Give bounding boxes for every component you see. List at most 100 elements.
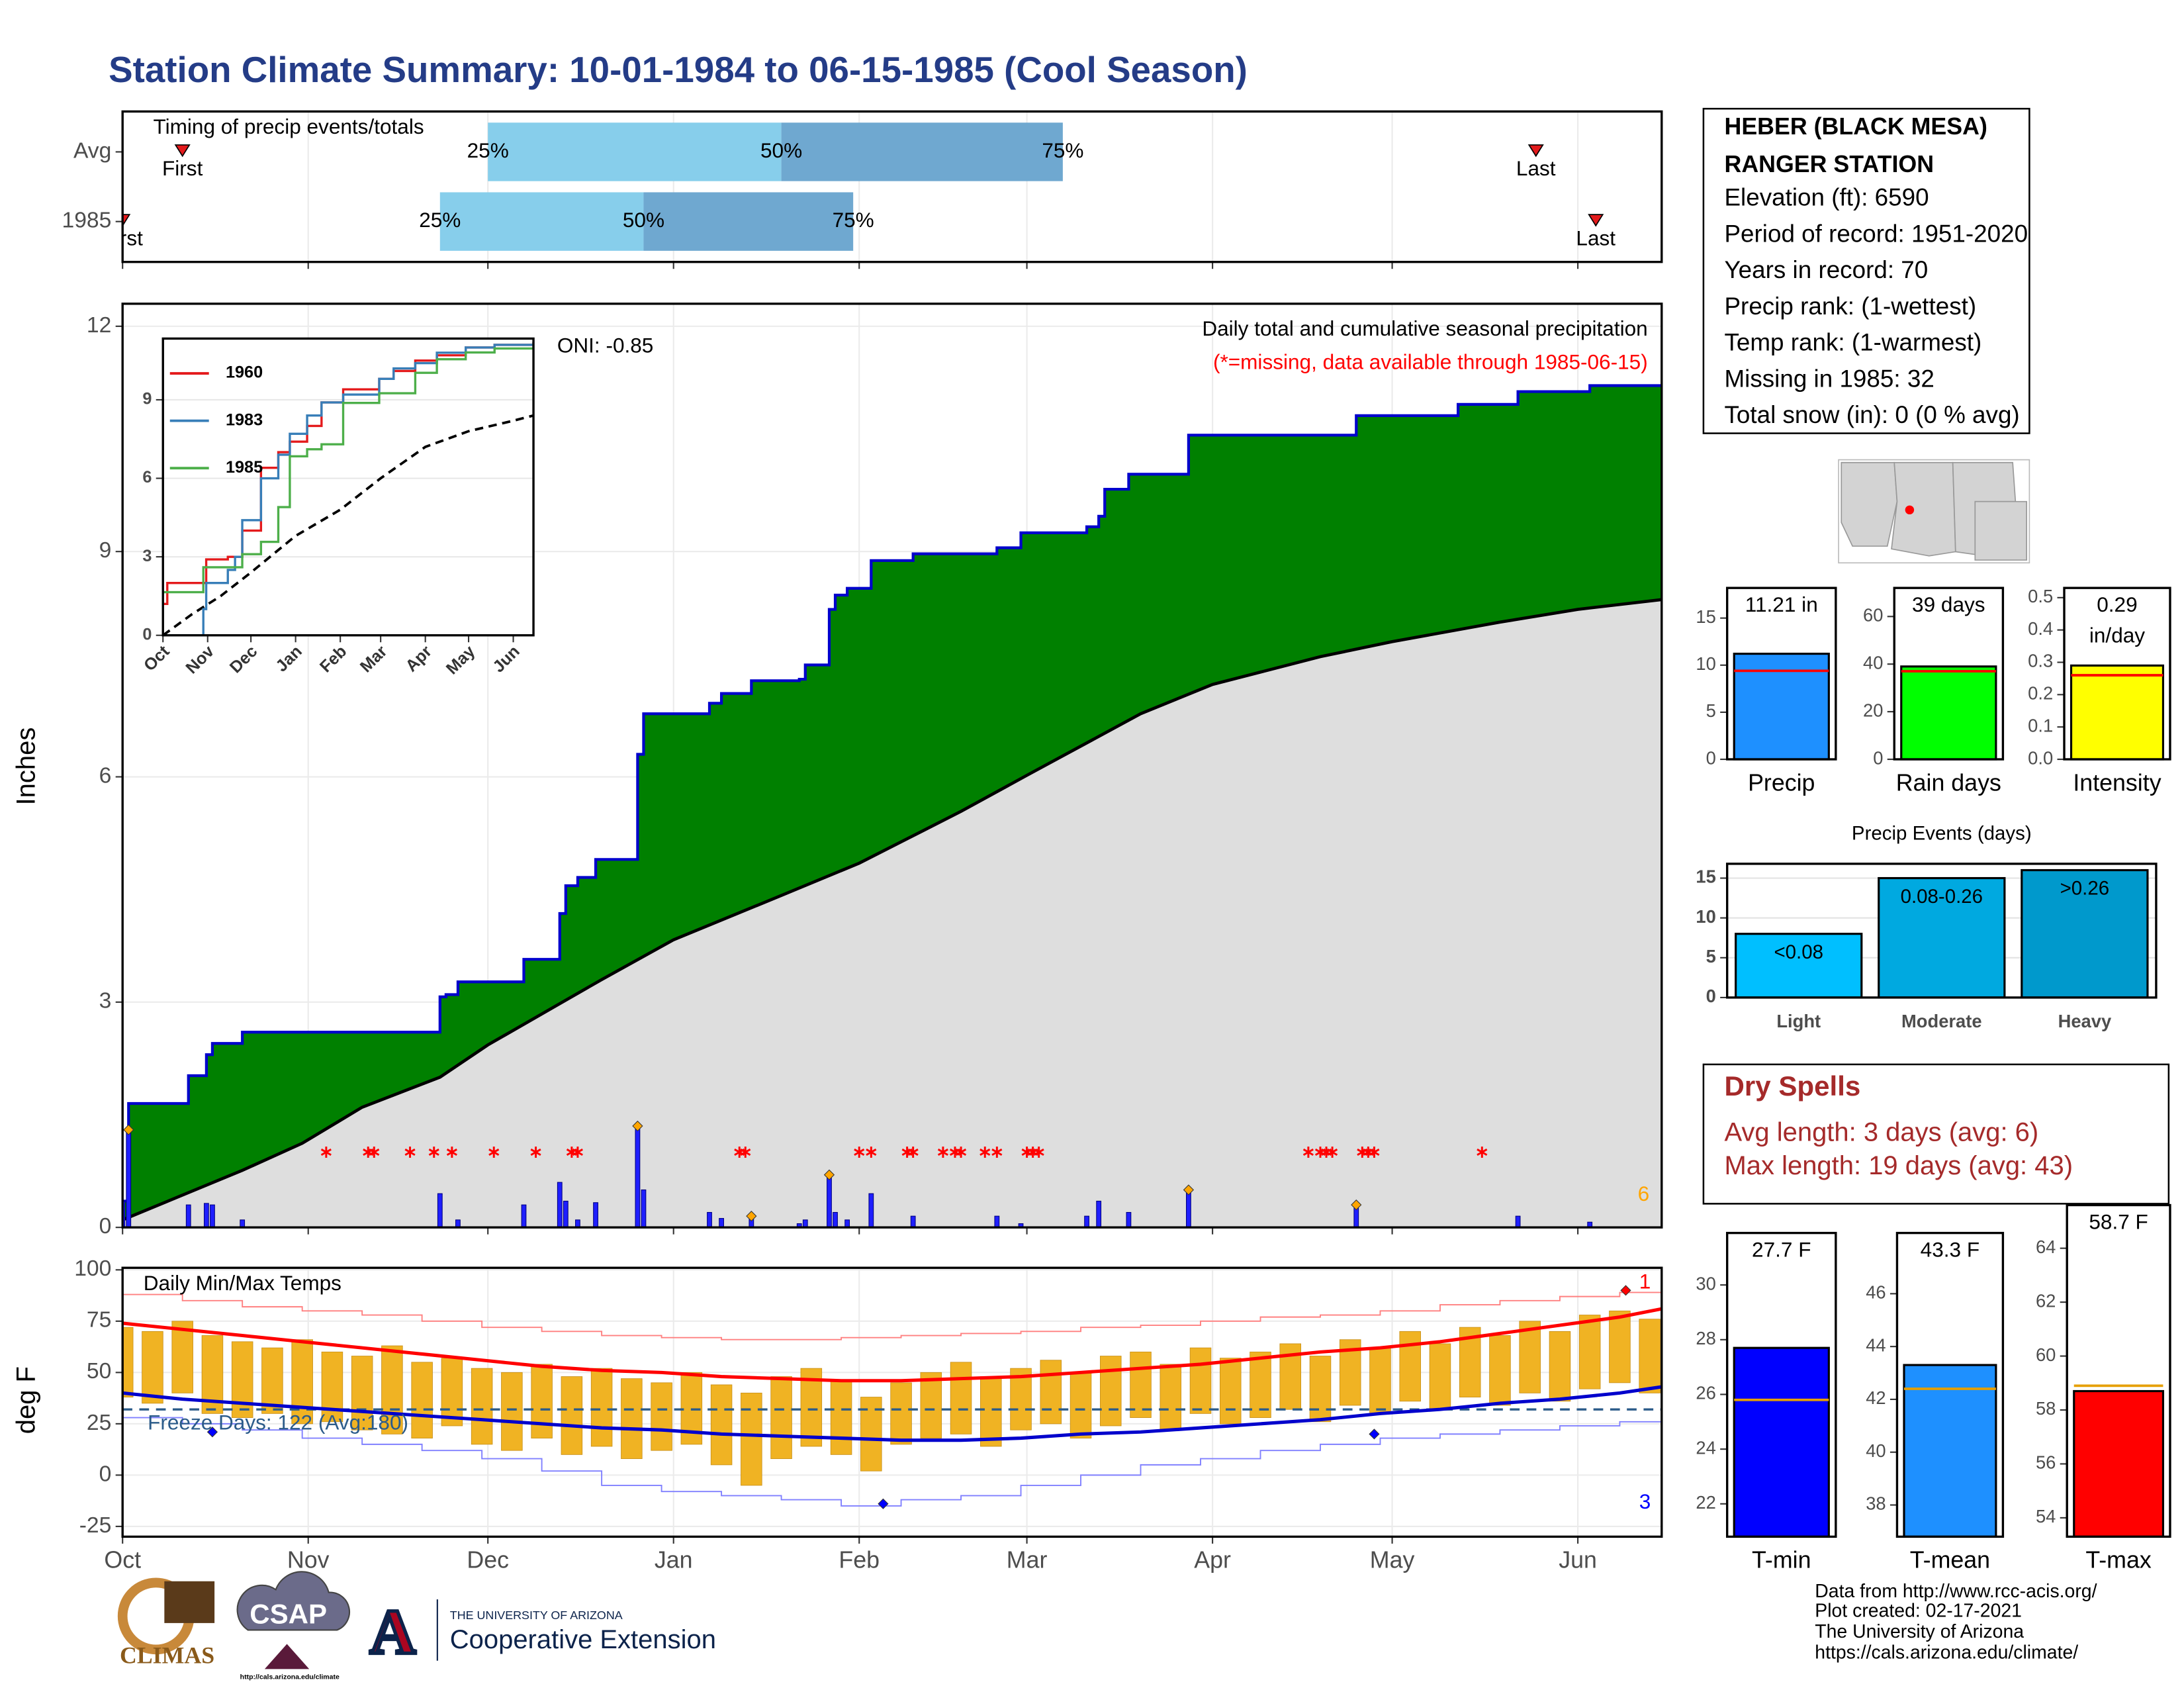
x-tick-label: Nov [287,1547,330,1573]
station-detail: Years in record: 70 [1724,256,1928,283]
y-tick-label: 0 [99,1214,112,1239]
daily-temp-bar [171,1321,193,1393]
daily-precip-bar [1186,1189,1191,1228]
daily-precip-bar [719,1218,724,1228]
value-label-box: 58.7 F [2089,1211,2148,1235]
y-tick-label: 12 [87,313,111,338]
y-tick-label: 0.2 [2028,683,2053,704]
event-marker [1588,214,1604,227]
bar [1735,933,1863,999]
daily-temp-bar [651,1382,672,1451]
y-tick-label: 40 [1866,1440,1886,1461]
freeze-label: Freeze Days: 122 (Avg:180) [148,1410,408,1434]
oni-label: ONI: -0.85 [557,333,654,357]
page-title: Station Climate Summary: 10-01-1984 to 0… [109,49,1248,90]
missing-day-star [369,1147,380,1158]
station-detail: Period of record: 1951-2020 [1724,220,2028,247]
daily-precip-bar [185,1204,191,1228]
value-label-box: 39 days [1912,594,1985,618]
daily-temp-bar [1429,1343,1451,1410]
bar [1900,665,1997,761]
quartile-label: 75% [833,208,874,232]
average-line [163,414,534,635]
panel-frame [1726,586,1837,761]
plot-area [122,1286,1662,1507]
y-tick-label: 24 [1696,1437,1715,1458]
quartile-bar [488,122,782,181]
daily-precip-bar [1126,1211,1132,1228]
x-tick-label: Jan [655,1547,693,1573]
y-tick-label: 38 [1866,1493,1886,1514]
daily-temp-bar [471,1368,493,1445]
top-event-marker [823,1169,835,1180]
university-name: THE UNIVERSITY OF ARIZONA [450,1609,623,1622]
daily-precip-bar [641,1189,647,1228]
y-tick-label: 0 [1873,747,1883,768]
daily-temp-bar [1010,1368,1032,1430]
missing-day-star [740,1147,751,1158]
panel-frame [121,110,1663,263]
y-tick-label: 62 [2036,1290,2056,1311]
daily-temp-bar [231,1341,253,1418]
station-detail: Elevation (ft): 6590 [1724,184,1929,211]
daily-temp-bar [381,1345,403,1434]
bar [2073,1389,2165,1538]
bar-chart-title: Precip Events (days) [1852,822,2032,844]
daily-temp-bar [980,1376,1002,1447]
panel-frame [121,1266,1663,1538]
x-tick-label: Feb [839,1547,880,1573]
quartile-label: 25% [467,138,509,162]
y-tick-label: 56 [2036,1452,2056,1473]
station-box [1702,107,2030,434]
y-tick-label: 10 [1696,906,1715,927]
daily-temp-bar [590,1368,613,1447]
daily-temp-bar [1160,1364,1182,1430]
record-count: 1 [1639,1270,1651,1293]
timeline-title: Timing of precip events/totals [154,115,424,138]
category-label: T-max [2085,1547,2151,1573]
top-event-marker [1351,1199,1362,1211]
category-label: Light [1776,1011,1821,1031]
daily-precip-bar [203,1203,209,1228]
category-label: T-mean [1910,1547,1990,1573]
y-tick-label: 0.1 [2028,715,2053,735]
daily-temp-bar [920,1372,942,1438]
top-event-marker [746,1211,757,1222]
legend-label: 1983 [226,410,263,429]
y-tick-label: 28 [1696,1328,1715,1348]
panel-frame [1726,1231,1837,1538]
panel-frame [2063,586,2171,761]
daily-precip-bar [868,1193,874,1228]
record-day-marker [206,1427,218,1438]
daily-temp-bar [1369,1347,1391,1414]
y-tick-label: 64 [2036,1237,2056,1257]
station-detail: Precip rank: (1-wettest) [1724,293,1976,320]
quartile-bar [643,192,854,251]
average-line [122,598,1662,1221]
event-label: First [162,156,203,180]
bar [1903,1364,1997,1538]
csap-url: http://cals.arizona.edu/climate [240,1673,340,1681]
missing-day-star [488,1147,500,1158]
climas-logo-text: CLIMAS [120,1642,214,1669]
y-tick-label: 0.3 [2028,651,2053,671]
plot-area: Timing of precip events/totals 25% 50% 75% F… [122,111,1615,262]
inset-bg [163,338,534,635]
bin-label: <0.08 [1774,941,1823,963]
missing-day-star [404,1147,416,1158]
bar [1878,876,2006,999]
y-tick-label: 40 [1863,652,1883,673]
ua-logo: A [370,1596,416,1667]
daily-precip-bar [557,1182,563,1228]
y-tick-label: 0 [142,625,152,643]
series-line [163,342,534,635]
y-tick-label: 10 [1696,653,1715,674]
panel-frame [1895,1231,2005,1538]
quartile-label: 75% [1042,138,1083,162]
daily-temp-bar [1549,1331,1571,1402]
daily-temp-bar [561,1376,583,1455]
average-area [122,599,1662,1228]
daily-precip-bar [707,1211,712,1228]
y-tick-label: 42 [1866,1387,1886,1408]
y-tick-label: 60 [2036,1344,2056,1365]
